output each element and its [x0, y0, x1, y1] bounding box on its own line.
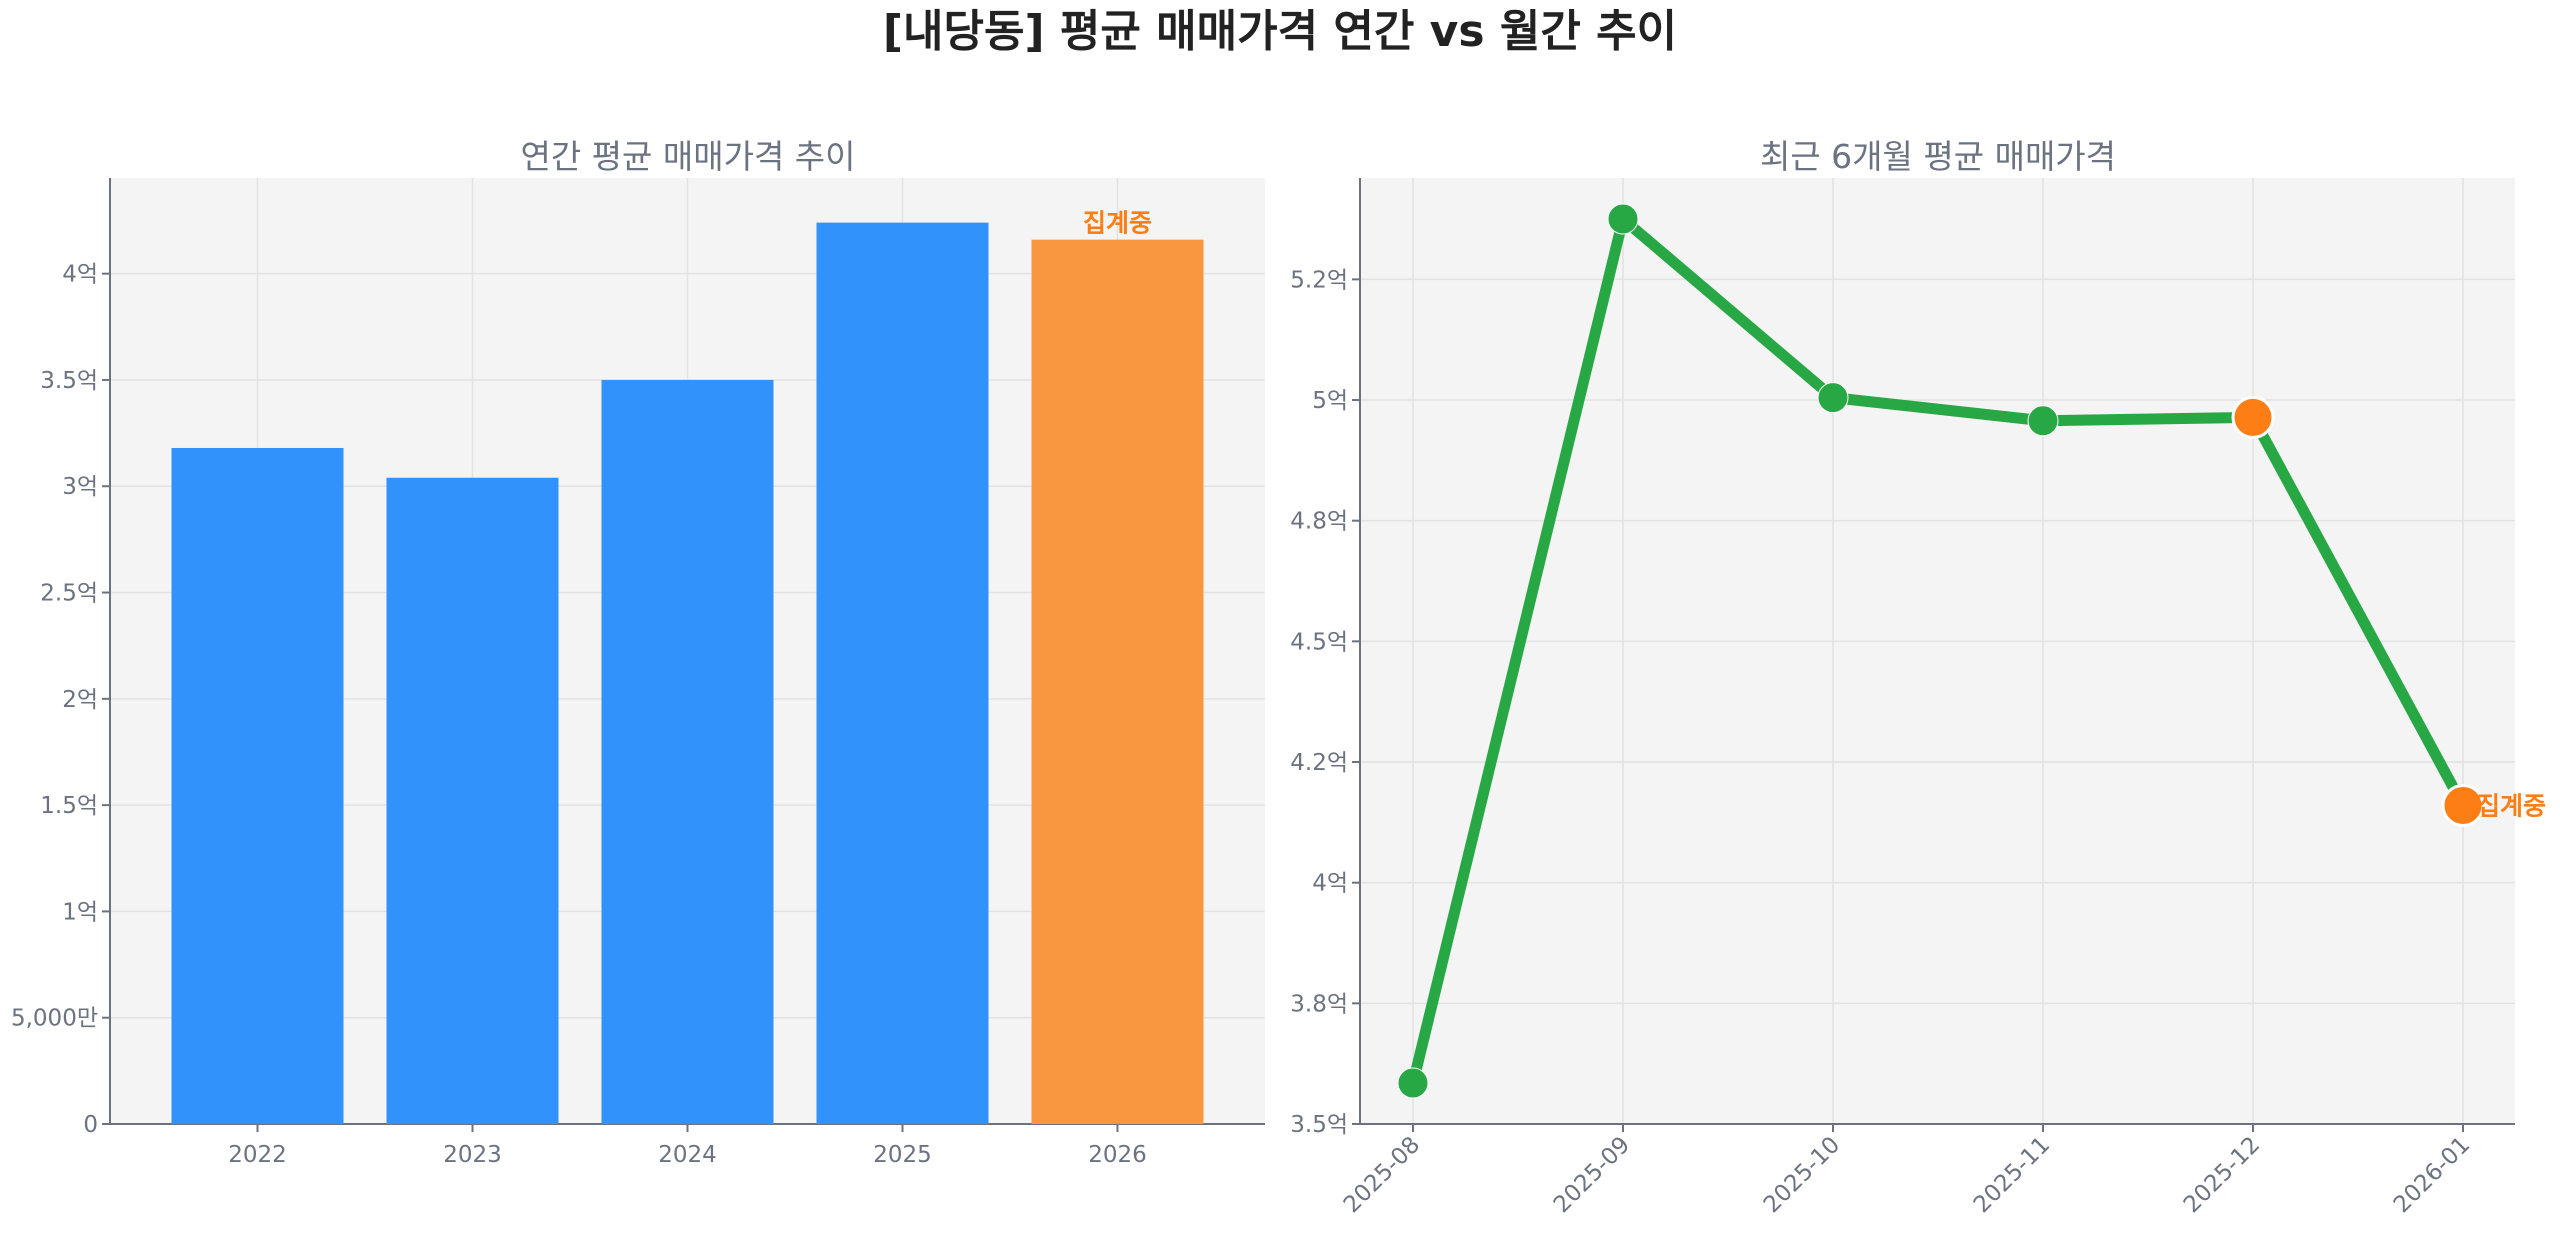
y-tick-label: 4억: [62, 262, 98, 288]
plot-area: [1360, 178, 2515, 1124]
bar-2023: [386, 477, 559, 1124]
x-tick-label: 2025-08: [1339, 1132, 1425, 1218]
annual-chart-title: 연간 평균 매매가격 추이: [520, 137, 855, 176]
monthly-chart-title: 최근 6개월 평균 매매가격: [1760, 137, 2116, 176]
y-tick-label: 3.8억: [1290, 991, 1348, 1017]
x-tick-label: 2024: [658, 1142, 717, 1168]
y-tick-label: 5억: [1312, 388, 1348, 414]
x-tick-label: 2026-01: [2389, 1132, 2475, 1218]
y-tick-label: 2억: [62, 687, 98, 713]
y-tick-label: 4.2억: [1290, 750, 1348, 776]
y-tick-label: 4억: [1312, 871, 1348, 897]
y-tick-label: 3.5억: [1290, 1112, 1348, 1138]
y-tick-label: 3억: [62, 474, 98, 500]
x-tick-label: 2026: [1088, 1142, 1147, 1168]
x-tick-label: 2023: [443, 1142, 502, 1168]
point-2025-11: [2027, 405, 2059, 437]
x-tick-label: 2025-10: [1759, 1132, 1845, 1218]
point-2025-08: [1397, 1067, 1429, 1099]
x-tick-label: 2025-12: [2179, 1132, 2265, 1218]
x-tick-label: 2025: [873, 1142, 932, 1168]
y-tick-label: 1.5억: [40, 793, 98, 819]
x-tick-label: 2025-09: [1549, 1132, 1635, 1218]
bar-2022: [171, 447, 344, 1124]
point-2025-12: [2231, 395, 2275, 439]
point-2026-01: [2441, 783, 2485, 827]
monthly-line-chart: 최근 6개월 평균 매매가격 3.5억 3.8억 4억 4.2억 4.5억 4.8억 5억 5…: [1290, 137, 2546, 1218]
figure-title: [내당동] 평균 매매가격 연간 vs 월간 추이: [883, 6, 1677, 57]
point-2025-09: [1607, 203, 1639, 235]
point-2025-10: [1817, 382, 1849, 414]
y-tick-label: 5,000만: [11, 1006, 98, 1032]
bar-2024: [601, 379, 774, 1124]
y-tick-label: 3.5억: [40, 368, 98, 394]
annual-bar-chart: 연간 평균 매매가격 추이 0 5,000만 1억 1.5억 2억 2.5억 3억 3.5억 4…: [11, 137, 1265, 1168]
y-tick-label: 5.2억: [1290, 267, 1348, 293]
x-tick-label: 2025-11: [1969, 1132, 2055, 1218]
y-tick-label: 1억: [62, 899, 98, 925]
pending-label: 집계중: [1083, 209, 1152, 238]
x-tick-label: 2022: [228, 1142, 287, 1168]
bar-2025: [816, 222, 989, 1124]
y-tick-label: 2.5억: [40, 581, 98, 607]
y-tick-label: 0: [83, 1112, 98, 1138]
pending-label: 집계중: [2477, 791, 2546, 820]
bar-2026: [1031, 239, 1204, 1125]
y-tick-label: 4.5억: [1290, 629, 1348, 655]
price-line: [1407, 213, 2468, 1085]
y-tick-label: 4.8억: [1290, 509, 1348, 535]
